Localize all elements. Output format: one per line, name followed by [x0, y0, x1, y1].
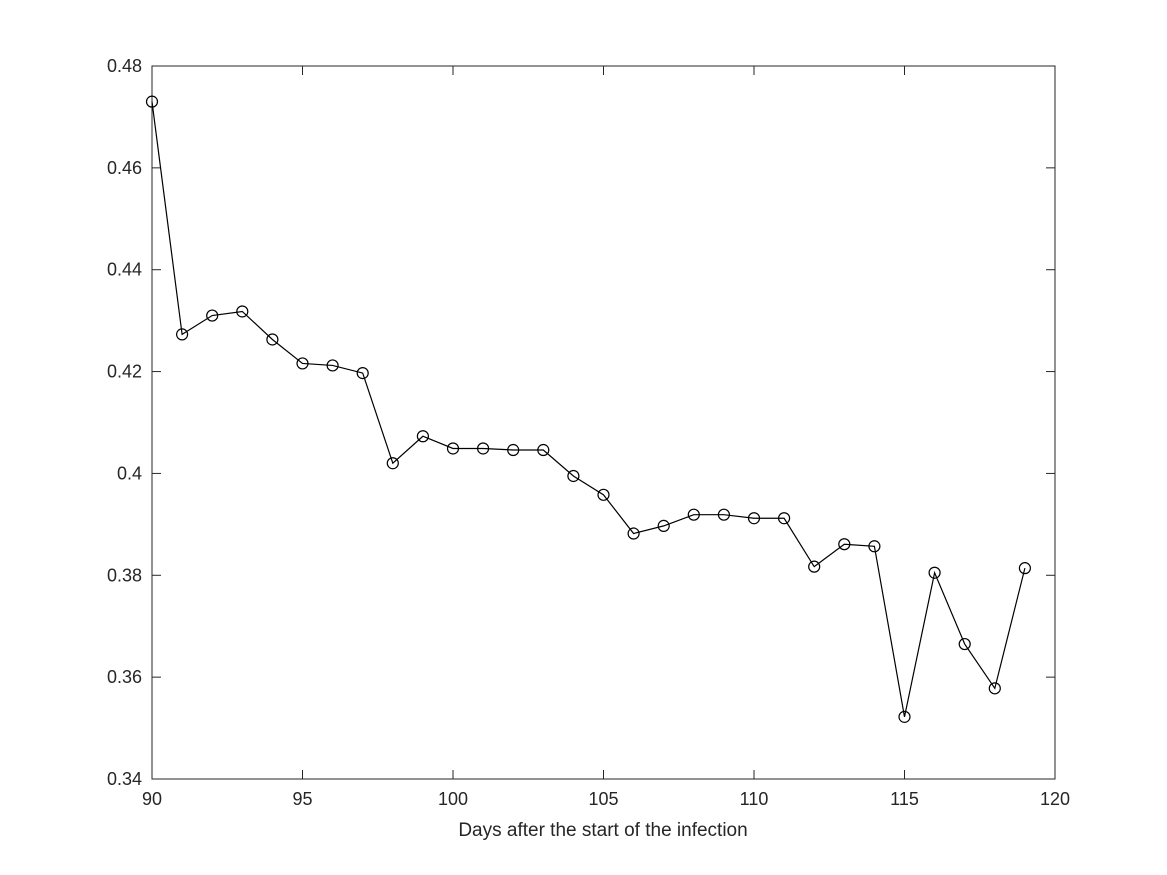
y-tick-label: 0.48 [107, 56, 142, 76]
data-point-marker [176, 328, 189, 341]
y-tick-label: 0.44 [107, 260, 142, 280]
data-point-marker [386, 457, 399, 470]
data-point-marker [958, 637, 971, 651]
y-tick-label: 0.36 [107, 667, 142, 687]
data-point-marker [296, 357, 309, 370]
y-tick-label: 0.42 [107, 362, 142, 382]
data-point-marker [326, 359, 339, 372]
x-tick-label: 120 [1040, 789, 1070, 809]
data-point-marker [777, 512, 791, 525]
data-point-marker [446, 442, 460, 455]
data-point-marker [808, 560, 821, 573]
series-line-group [151, 101, 1026, 717]
x-tick-label: 115 [890, 789, 919, 809]
data-point-marker [145, 95, 159, 108]
y-tick-label: 0.46 [107, 158, 142, 178]
y-tick-label: 0.34 [107, 769, 142, 789]
x-axis-label: Days after the start of the infection [458, 820, 747, 841]
data-point-marker [928, 566, 941, 579]
data-point-marker [507, 443, 520, 457]
x-tick-label: 105 [588, 789, 618, 809]
axes: 90 95 100 105 110 115 120 0.34 0.36 0.38 0.4 0.42 0.… [107, 56, 1070, 809]
data-point-marker [1018, 562, 1032, 575]
data-point-marker [416, 430, 429, 443]
x-tick-label: 90 [142, 789, 162, 809]
data-point-marker [356, 366, 369, 380]
data-point-marker [747, 512, 761, 525]
data-point-marker [717, 508, 731, 521]
data-point-marker [988, 682, 1001, 695]
data-point-marker [477, 442, 490, 455]
data-point-marker [597, 488, 610, 501]
data-point-marker [687, 508, 700, 521]
data-point-marker [567, 469, 580, 483]
series-line [151, 101, 1026, 717]
data-point-marker [206, 309, 219, 322]
y-tick-label: 0.38 [107, 565, 142, 585]
data-point-marker [266, 333, 279, 346]
data-point-marker [838, 538, 851, 551]
data-point-marker [236, 305, 249, 318]
data-point-marker [627, 527, 640, 540]
y-tick-label: 0.4 [117, 463, 142, 483]
x-tick-label: 110 [740, 789, 769, 809]
data-point-marker [898, 710, 911, 723]
x-tick-label: 100 [438, 789, 468, 809]
x-tick-label: 95 [292, 789, 312, 809]
data-point-marker [537, 443, 550, 457]
data-point-marker [868, 540, 881, 553]
series-markers [145, 95, 1032, 723]
data-point-marker [657, 519, 670, 532]
